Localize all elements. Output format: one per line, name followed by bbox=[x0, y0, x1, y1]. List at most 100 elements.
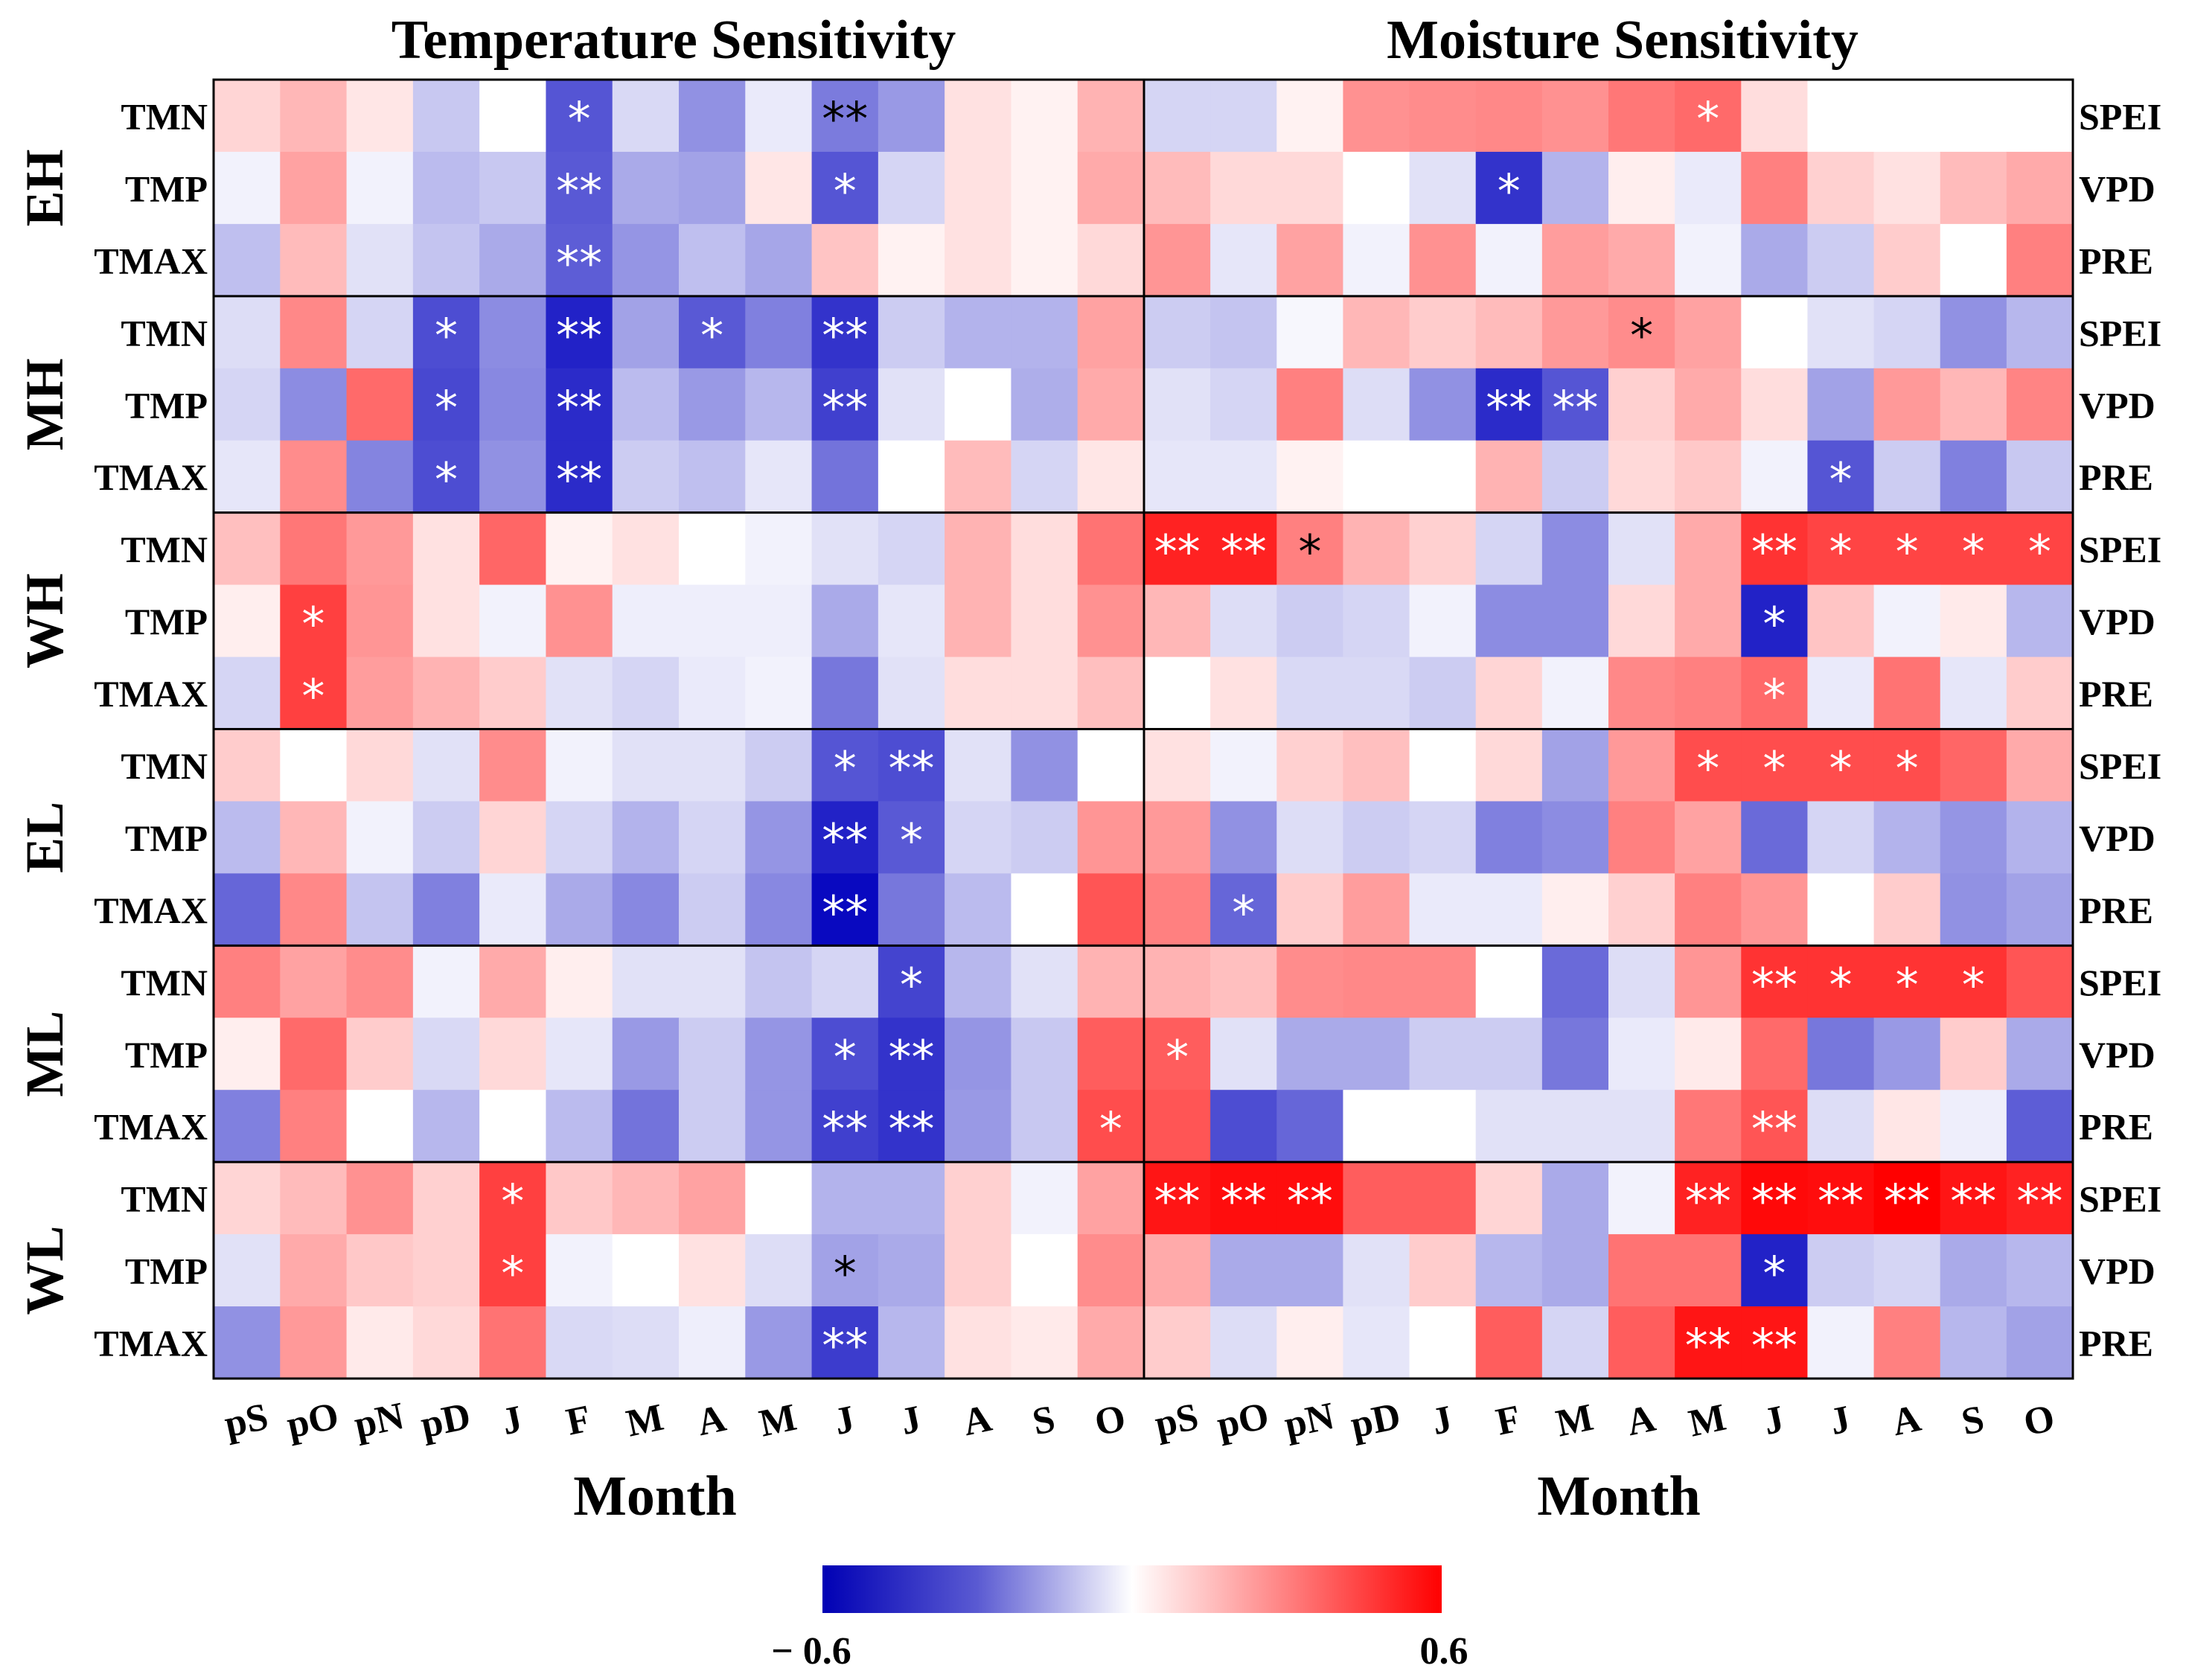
temp-significance-EL-2-9: ** bbox=[822, 886, 868, 940]
moist-cell-ML-1-2 bbox=[1276, 1018, 1344, 1090]
temp-cell-WH-2-9 bbox=[811, 657, 879, 730]
temp-cell-WL-0-9 bbox=[811, 1162, 879, 1235]
temp-significance-MH-0-9: ** bbox=[822, 308, 868, 362]
temp-cell-EL-1-12 bbox=[1011, 801, 1078, 874]
temp-month-label: pO bbox=[283, 1394, 342, 1446]
moist-cell-EH-2-6 bbox=[1541, 223, 1609, 297]
temp-significance-WL-1-4: * bbox=[501, 1247, 524, 1301]
moist-cell-WL-0-6 bbox=[1541, 1162, 1609, 1235]
moist-month-label: pO bbox=[1213, 1394, 1273, 1446]
temp-cell-MH-2-5 bbox=[546, 440, 613, 514]
moist-cell-WL-1-13 bbox=[2006, 1234, 2074, 1307]
moist-cell-MH-2-11 bbox=[1873, 440, 1941, 514]
moist-cell-EL-0-3 bbox=[1343, 729, 1410, 802]
temp-cell-WL-0-3 bbox=[412, 1162, 480, 1235]
temp-cell-WH-2-1 bbox=[280, 657, 348, 730]
moist-cell-ML-2-13 bbox=[2006, 1090, 2074, 1163]
temp-cell-ML-1-8 bbox=[745, 1018, 813, 1090]
temp-significance-ML-2-13: * bbox=[1099, 1102, 1122, 1157]
temp-cell-MH-1-5 bbox=[546, 368, 613, 441]
moist-cell-WH-1-12 bbox=[1940, 584, 2007, 658]
moist-cell-WL-0-9 bbox=[1741, 1162, 1809, 1235]
temp-cell-WL-1-4 bbox=[479, 1234, 547, 1307]
moist-row-label: PRE bbox=[2079, 889, 2153, 931]
temp-month-label: pN bbox=[351, 1395, 408, 1447]
temp-cell-MH-1-3 bbox=[412, 368, 480, 441]
moist-cell-EH-0-7 bbox=[1608, 80, 1675, 153]
moist-cell-EL-2-6 bbox=[1541, 873, 1609, 946]
temp-cell-WL-1-12 bbox=[1011, 1234, 1078, 1307]
group-label-ML: ML bbox=[15, 1011, 74, 1097]
temp-significance-MH-1-9: ** bbox=[822, 380, 868, 435]
temp-cell-MH-1-13 bbox=[1077, 368, 1145, 441]
moist-cell-MH-0-4 bbox=[1409, 296, 1477, 369]
group-label-EL: EL bbox=[15, 802, 74, 873]
temp-cell-EL-0-4 bbox=[479, 729, 547, 802]
moist-cell-EH-1-1 bbox=[1210, 151, 1277, 225]
temp-cell-MH-2-3 bbox=[412, 440, 480, 514]
moist-significance-WL-1-9: * bbox=[1762, 1247, 1786, 1301]
moist-cell-WL-1-10 bbox=[1807, 1234, 1875, 1307]
moist-significance-EL-2-1: * bbox=[1232, 886, 1255, 940]
moist-cell-WH-0-6 bbox=[1541, 512, 1609, 586]
moist-cell-EL-1-1 bbox=[1210, 801, 1277, 874]
group-labels: EH MH WH EL ML WL bbox=[15, 149, 74, 1315]
temp-cell-EH-0-7 bbox=[679, 80, 746, 153]
temp-cell-WH-2-3 bbox=[412, 657, 480, 730]
temp-cell-WH-1-2 bbox=[346, 584, 414, 658]
temp-cell-WL-0-11 bbox=[945, 1162, 1012, 1235]
moist-cell-MH-2-12 bbox=[1940, 440, 2007, 514]
moist-cell-WH-2-8 bbox=[1675, 657, 1742, 730]
temp-cell-EL-0-9 bbox=[811, 729, 879, 802]
temp-cell-MH-0-6 bbox=[612, 296, 680, 369]
temp-cell-MH-0-2 bbox=[346, 296, 414, 369]
moist-cell-EL-0-10 bbox=[1807, 729, 1875, 802]
temp-cell-MH-2-8 bbox=[745, 440, 813, 514]
temp-cell-WL-0-1 bbox=[280, 1162, 348, 1235]
moist-significance-MH-0-7: * bbox=[1630, 308, 1653, 362]
moist-cell-EH-0-13 bbox=[2006, 80, 2074, 153]
temp-cell-WH-1-1 bbox=[280, 584, 348, 658]
moist-cell-WH-1-13 bbox=[2006, 584, 2074, 658]
moist-cell-MH-1-11 bbox=[1873, 368, 1941, 441]
temp-cell-WH-1-12 bbox=[1011, 584, 1078, 658]
temp-cell-EH-2-4 bbox=[479, 223, 547, 297]
moist-cell-WL-1-5 bbox=[1475, 1234, 1543, 1307]
moist-cell-WH-1-11 bbox=[1873, 584, 1941, 658]
temp-cell-EH-1-10 bbox=[878, 151, 945, 225]
moist-row-label: PRE bbox=[2079, 1323, 2153, 1364]
temp-cell-ML-1-5 bbox=[546, 1018, 613, 1090]
temp-row-label: TMN bbox=[121, 962, 208, 1003]
temp-cell-MH-1-2 bbox=[346, 368, 414, 441]
moist-cell-EL-0-1 bbox=[1210, 729, 1277, 802]
temp-cell-EH-0-2 bbox=[346, 80, 414, 153]
temp-cell-MH-2-11 bbox=[945, 440, 1012, 514]
temp-cell-MH-1-8 bbox=[745, 368, 813, 441]
temp-cell-EL-2-7 bbox=[679, 873, 746, 946]
temp-cell-WH-1-9 bbox=[811, 584, 879, 658]
moist-cell-WL-0-3 bbox=[1343, 1162, 1410, 1235]
temp-cell-EH-2-2 bbox=[346, 223, 414, 297]
temp-cell-ML-1-13 bbox=[1077, 1018, 1145, 1090]
moist-cell-WL-0-1 bbox=[1210, 1162, 1277, 1235]
moist-cell-WL-2-11 bbox=[1873, 1306, 1941, 1379]
moist-cell-EH-2-11 bbox=[1873, 223, 1941, 297]
moist-cell-ML-2-9 bbox=[1741, 1090, 1809, 1163]
temp-cell-EH-1-4 bbox=[479, 151, 547, 225]
moist-significance-WH-0-1: ** bbox=[1221, 525, 1267, 579]
temp-row-label: TMAX bbox=[94, 1323, 208, 1364]
moist-cell-ML-1-1 bbox=[1210, 1018, 1277, 1090]
temp-cell-MH-0-5 bbox=[546, 296, 613, 369]
temp-cell-WL-1-8 bbox=[745, 1234, 813, 1307]
moist-cell-EL-2-0 bbox=[1144, 873, 1211, 946]
temp-cell-MH-0-12 bbox=[1011, 296, 1078, 369]
temp-row-label: TMP bbox=[125, 1034, 208, 1076]
temp-significance-ML-2-9: ** bbox=[822, 1102, 868, 1157]
temp-cell-EH-1-9 bbox=[811, 151, 879, 225]
moist-cell-EL-1-5 bbox=[1475, 801, 1543, 874]
moist-cell-EH-2-2 bbox=[1276, 223, 1344, 297]
temp-cell-WL-0-0 bbox=[214, 1162, 281, 1235]
temp-cell-WH-0-10 bbox=[878, 512, 945, 586]
temp-cell-EL-2-0 bbox=[214, 873, 281, 946]
